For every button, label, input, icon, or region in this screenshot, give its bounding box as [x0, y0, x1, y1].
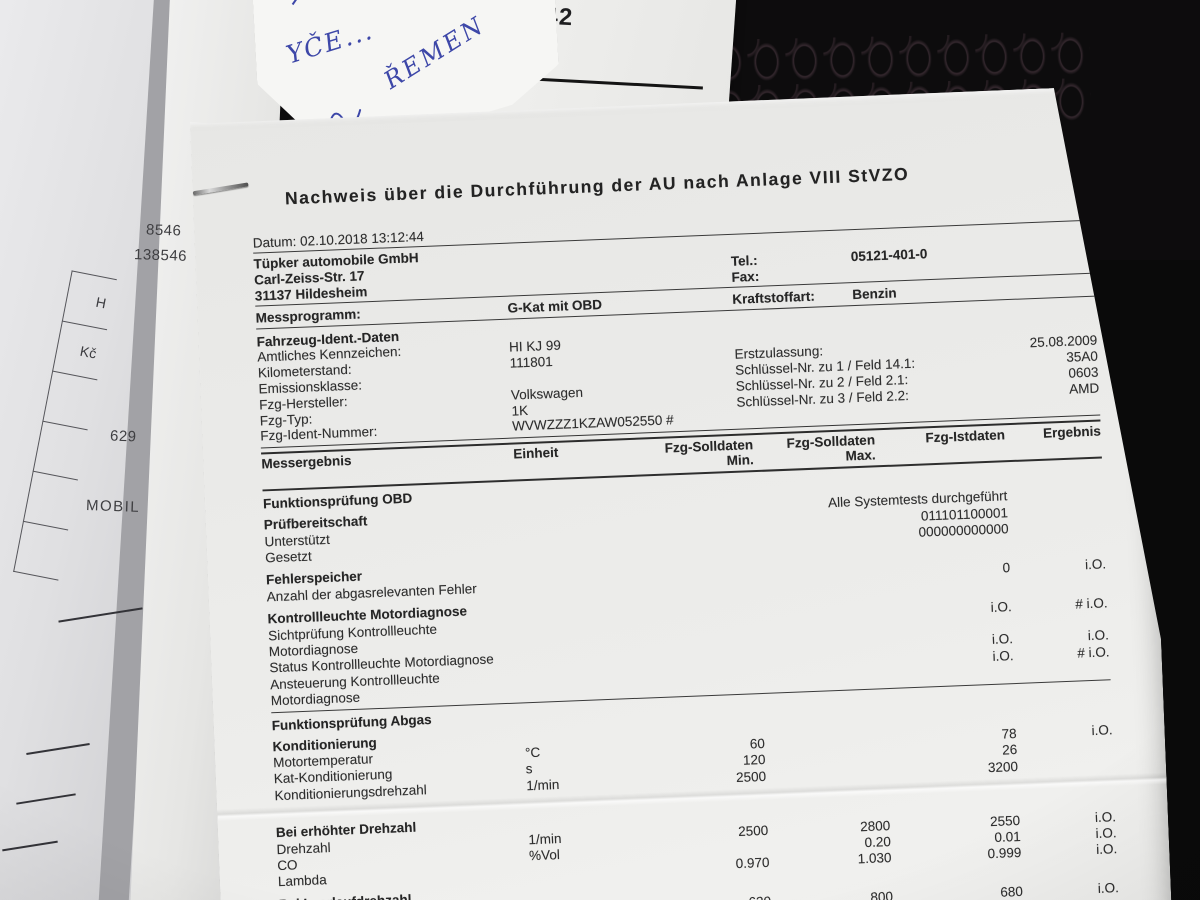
cell-ergebnis — [1018, 755, 1115, 775]
col-header-solldaten-min: Fzg-Solldaten Min. — [633, 437, 754, 472]
table-cell — [42, 371, 98, 431]
left-paper-word: MOBIL — [85, 497, 141, 516]
cell-soll-min — [640, 609, 761, 646]
col-header-ergebnis: Ergebnis — [1042, 423, 1102, 441]
staple — [193, 182, 249, 195]
left-paper-number: 8546 — [145, 221, 182, 240]
fax-label: Fax: — [731, 268, 760, 285]
cell-einheit: 1/min — [526, 776, 560, 794]
cell-soll-max — [761, 653, 884, 691]
document-title: Nachweis über die Durchführung der AU na… — [284, 163, 910, 209]
cell-ergebnis: i.O. — [1084, 556, 1107, 572]
cell-einheit — [518, 575, 639, 596]
col-header-istdaten: Fzg-Istdaten — [925, 427, 1006, 446]
spacer — [1008, 517, 1105, 537]
cell-soll-max — [766, 764, 889, 785]
cell-ergebnis: i.O. — [1095, 841, 1118, 858]
col-header-einheit: Einheit — [512, 444, 559, 462]
col-header-text: Min. — [726, 452, 754, 469]
cell-einheit — [529, 860, 650, 881]
cell-soll-max — [760, 604, 883, 642]
table-cell: H — [61, 270, 117, 331]
cell-ergebnis: # i.O. — [1075, 594, 1108, 612]
left-paper-number: 138546 — [133, 246, 188, 265]
cell-soll-max — [758, 565, 881, 586]
handwriting-word: ŘEMEN — [379, 10, 491, 95]
col-header-text: Max. — [845, 447, 876, 464]
cell-einheit — [522, 663, 643, 700]
cell-soll-min — [638, 570, 759, 591]
cell-soll-min — [642, 658, 763, 695]
cell-ergebnis: # i.O. — [1076, 644, 1110, 661]
table-cell: Kč — [52, 321, 107, 381]
cell-ergebnis: i.O. — [1097, 880, 1120, 897]
col-header-solldaten-max: Fzg-Solldaten Max. — [753, 433, 876, 468]
cell-istdaten: i.O. — [992, 647, 1014, 664]
measurement-table-body: Funktionsprüfung OBD Prüfbereitschaft Alle… — [263, 464, 1120, 900]
au-certificate-document: Nachweis über die Durchführung der AU na… — [190, 85, 1179, 900]
table-cell — [22, 471, 78, 531]
handwriting-word: YČE... — [282, 15, 377, 70]
paper-rule — [523, 77, 703, 89]
cell-einheit — [520, 613, 641, 650]
left-paper-number: 629 — [109, 427, 137, 446]
table-cell — [13, 521, 69, 581]
ident-right-value — [995, 396, 1101, 416]
fuel-label: Kraftstoffart: — [732, 289, 816, 308]
cell-istdaten: i.O. — [990, 598, 1012, 615]
table-cell — [32, 421, 88, 481]
cell-soll-min: 2500 — [735, 768, 767, 785]
cell-soll-min: 0.970 — [735, 855, 770, 872]
cell-soll-max: 1.030 — [857, 850, 892, 867]
document-content: Nachweis über die Durchführung der AU na… — [248, 87, 1119, 900]
